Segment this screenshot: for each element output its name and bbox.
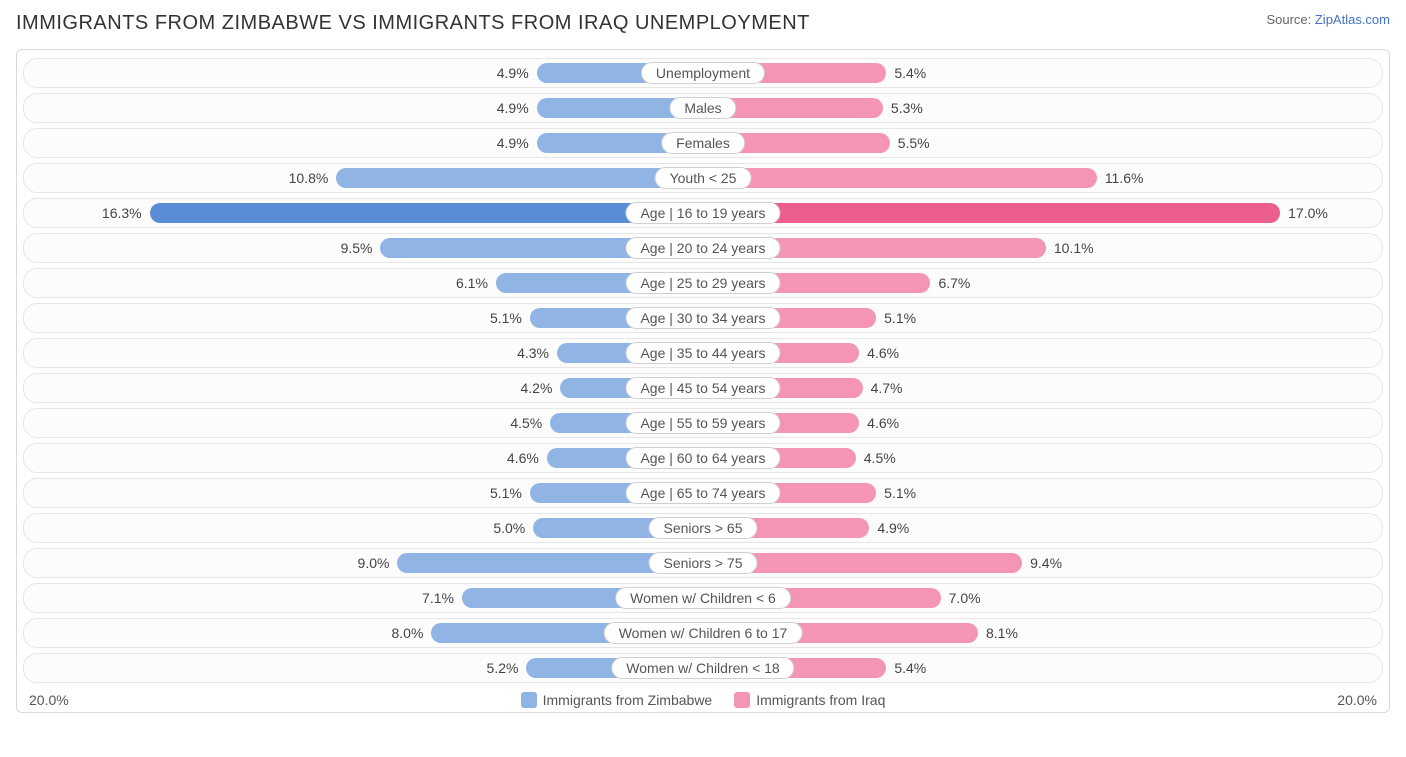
- chart-row: 5.2% 5.4% Women w/ Children < 18: [23, 653, 1383, 683]
- value-label-right: 8.1%: [986, 619, 1018, 647]
- category-pill: Unemployment: [641, 62, 765, 84]
- source-link[interactable]: ZipAtlas.com: [1315, 12, 1390, 27]
- category-pill: Age | 30 to 34 years: [625, 307, 780, 329]
- value-label-right: 9.4%: [1030, 549, 1062, 577]
- value-label-right: 17.0%: [1288, 199, 1328, 227]
- category-pill: Age | 16 to 19 years: [625, 202, 780, 224]
- chart-row: 6.1% 6.7% Age | 25 to 29 years: [23, 268, 1383, 298]
- value-label-left: 7.1%: [422, 584, 454, 612]
- chart-row: 4.6% 4.5% Age | 60 to 64 years: [23, 443, 1383, 473]
- value-label-right: 4.6%: [867, 339, 899, 367]
- chart-row: 7.1% 7.0% Women w/ Children < 6: [23, 583, 1383, 613]
- axis-row: 20.0% Immigrants from Zimbabwe Immigrant…: [23, 688, 1383, 708]
- legend-swatch-left: [521, 692, 537, 708]
- legend-label-left: Immigrants from Zimbabwe: [543, 692, 713, 708]
- value-label-left: 4.5%: [510, 409, 542, 437]
- bar-right: [703, 203, 1280, 223]
- value-label-left: 4.3%: [517, 339, 549, 367]
- chart-row: 4.9% 5.3% Males: [23, 93, 1383, 123]
- source-attribution: Source: ZipAtlas.com: [1266, 12, 1390, 27]
- value-label-left: 8.0%: [391, 619, 423, 647]
- bar-left: [150, 203, 703, 223]
- chart-title: IMMIGRANTS FROM ZIMBABWE VS IMMIGRANTS F…: [16, 12, 810, 35]
- value-label-right: 5.4%: [894, 59, 926, 87]
- category-pill: Age | 60 to 64 years: [625, 447, 780, 469]
- value-label-right: 7.0%: [949, 584, 981, 612]
- value-label-left: 16.3%: [102, 199, 142, 227]
- category-pill: Age | 35 to 44 years: [625, 342, 780, 364]
- legend-item-right: Immigrants from Iraq: [734, 692, 885, 708]
- value-label-right: 5.5%: [898, 129, 930, 157]
- chart-row: 4.3% 4.6% Age | 35 to 44 years: [23, 338, 1383, 368]
- chart-row: 16.3% 17.0% Age | 16 to 19 years: [23, 198, 1383, 228]
- value-label-left: 5.2%: [487, 654, 519, 682]
- value-label-right: 4.5%: [864, 444, 896, 472]
- value-label-right: 5.1%: [884, 304, 916, 332]
- value-label-left: 4.2%: [521, 374, 553, 402]
- value-label-right: 4.7%: [871, 374, 903, 402]
- legend-swatch-right: [734, 692, 750, 708]
- value-label-right: 4.6%: [867, 409, 899, 437]
- category-pill: Age | 20 to 24 years: [625, 237, 780, 259]
- value-label-right: 10.1%: [1054, 234, 1094, 262]
- chart-row: 4.9% 5.4% Unemployment: [23, 58, 1383, 88]
- category-pill: Women w/ Children 6 to 17: [604, 622, 803, 644]
- axis-right-max: 20.0%: [1337, 692, 1377, 708]
- category-pill: Age | 45 to 54 years: [625, 377, 780, 399]
- category-pill: Women w/ Children < 18: [611, 657, 794, 679]
- legend-item-left: Immigrants from Zimbabwe: [521, 692, 713, 708]
- value-label-left: 6.1%: [456, 269, 488, 297]
- category-pill: Age | 25 to 29 years: [625, 272, 780, 294]
- category-pill: Females: [661, 132, 745, 154]
- header: IMMIGRANTS FROM ZIMBABWE VS IMMIGRANTS F…: [16, 12, 1390, 35]
- chart-row: 4.2% 4.7% Age | 45 to 54 years: [23, 373, 1383, 403]
- source-prefix: Source:: [1266, 12, 1314, 27]
- category-pill: Seniors > 65: [649, 517, 758, 539]
- category-pill: Age | 65 to 74 years: [625, 482, 780, 504]
- category-pill: Women w/ Children < 6: [615, 587, 791, 609]
- bar-left: [336, 168, 703, 188]
- value-label-right: 5.1%: [884, 479, 916, 507]
- legend-label-right: Immigrants from Iraq: [756, 692, 885, 708]
- bar-right: [703, 168, 1097, 188]
- category-pill: Males: [669, 97, 736, 119]
- category-pill: Seniors > 75: [649, 552, 758, 574]
- value-label-right: 5.4%: [894, 654, 926, 682]
- value-label-left: 4.9%: [497, 94, 529, 122]
- value-label-right: 11.6%: [1105, 164, 1144, 192]
- chart-area: 4.9% 5.4% Unemployment 4.9% 5.3% Males 4.9% 5.5…: [16, 49, 1390, 713]
- chart-row: 5.0% 4.9% Seniors > 65: [23, 513, 1383, 543]
- value-label-left: 9.0%: [358, 549, 390, 577]
- chart-row: 5.1% 5.1% Age | 65 to 74 years: [23, 478, 1383, 508]
- value-label-left: 5.0%: [493, 514, 525, 542]
- value-label-left: 9.5%: [341, 234, 373, 262]
- value-label-right: 6.7%: [938, 269, 970, 297]
- legend: Immigrants from Zimbabwe Immigrants from…: [521, 692, 886, 708]
- category-pill: Age | 55 to 59 years: [625, 412, 780, 434]
- value-label-left: 5.1%: [490, 304, 522, 332]
- chart-row: 5.1% 5.1% Age | 30 to 34 years: [23, 303, 1383, 333]
- value-label-left: 4.6%: [507, 444, 539, 472]
- value-label-left: 4.9%: [497, 129, 529, 157]
- axis-left-max: 20.0%: [29, 692, 69, 708]
- chart-row: 4.5% 4.6% Age | 55 to 59 years: [23, 408, 1383, 438]
- value-label-left: 4.9%: [497, 59, 529, 87]
- value-label-right: 5.3%: [891, 94, 923, 122]
- value-label-right: 4.9%: [877, 514, 909, 542]
- chart-row: 4.9% 5.5% Females: [23, 128, 1383, 158]
- chart-row: 9.0% 9.4% Seniors > 75: [23, 548, 1383, 578]
- chart-row: 10.8% 11.6% Youth < 25: [23, 163, 1383, 193]
- value-label-left: 10.8%: [289, 164, 329, 192]
- chart-row: 8.0% 8.1% Women w/ Children 6 to 17: [23, 618, 1383, 648]
- chart-row: 9.5% 10.1% Age | 20 to 24 years: [23, 233, 1383, 263]
- category-pill: Youth < 25: [655, 167, 752, 189]
- value-label-left: 5.1%: [490, 479, 522, 507]
- rows-container: 4.9% 5.4% Unemployment 4.9% 5.3% Males 4.9% 5.5…: [23, 58, 1383, 683]
